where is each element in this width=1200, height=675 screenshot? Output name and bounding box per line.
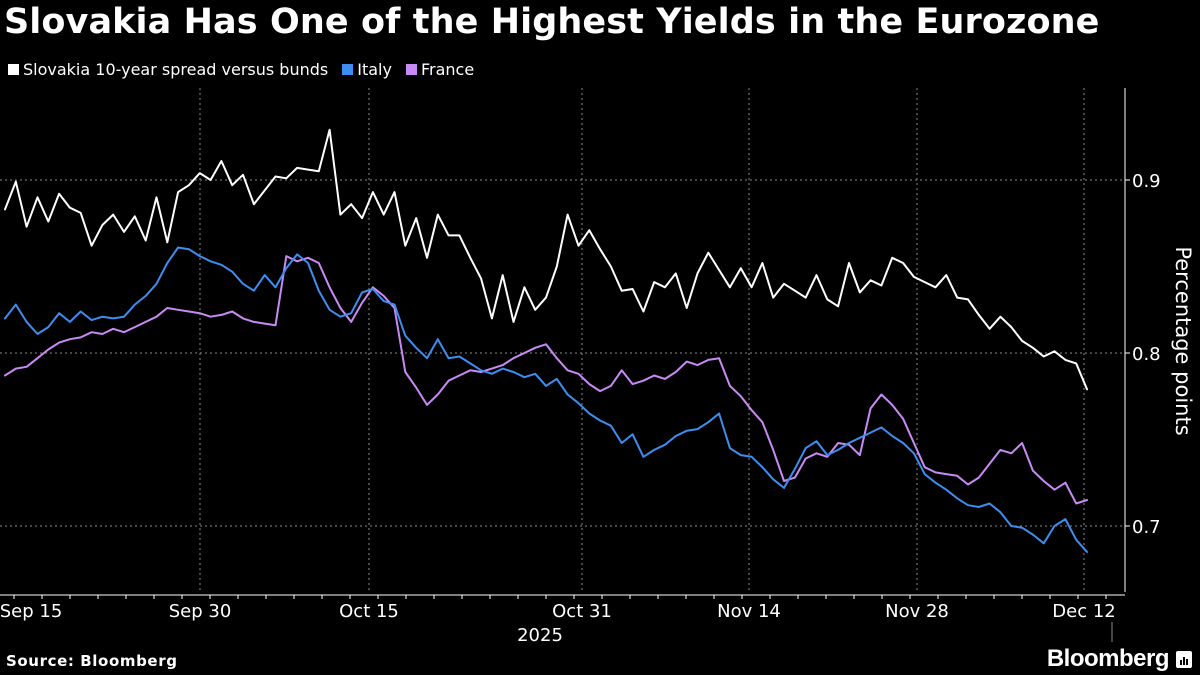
legend-swatch-france: [405, 64, 417, 75]
y-axis-title: Percentage points: [1171, 246, 1195, 435]
x-axis-year-label: 2025: [517, 625, 563, 646]
legend-entry-italy: Italy: [342, 60, 392, 79]
x-tick-label: Dec 12: [1052, 601, 1115, 622]
legend-entry-slovakia: Slovakia 10-year spread versus bunds: [8, 60, 328, 79]
x-tick-label: Oct 31: [552, 601, 612, 622]
legend: Slovakia 10-year spread versus bunds Ita…: [8, 60, 488, 79]
x-tick-label: Nov 14: [717, 601, 781, 622]
legend-swatch-slovakia: [8, 64, 19, 75]
legend-entry-france: France: [405, 60, 475, 79]
x-tick-label: Sep 15: [0, 601, 62, 622]
x-tick-label: Nov 28: [885, 601, 949, 622]
series-line-slovakia: [4, 128, 1088, 391]
legend-swatch-italy: [342, 64, 354, 75]
y-tick-label: 0.8: [1132, 344, 1161, 365]
source-note: Source: Bloomberg: [6, 652, 178, 670]
y-tick-label: 0.7: [1132, 517, 1161, 538]
legend-label-italy: Italy: [357, 60, 392, 79]
x-tick-label: Sep 30: [169, 601, 232, 622]
legend-label-france: France: [420, 60, 475, 79]
series-line-italy: [4, 246, 1088, 553]
brand-logo: Bloomberg: [1047, 645, 1192, 673]
brand-name: Bloomberg: [1046, 645, 1170, 672]
legend-label-slovakia: Slovakia 10-year spread versus bunds: [23, 60, 329, 79]
series-line-france: [4, 255, 1088, 505]
y-tick-label: 0.9: [1132, 171, 1161, 192]
chart-title: Slovakia Has One of the Highest Yields i…: [4, 2, 1100, 42]
bar-chart-icon: [1176, 650, 1192, 668]
x-tick-label: Oct 15: [339, 601, 399, 622]
